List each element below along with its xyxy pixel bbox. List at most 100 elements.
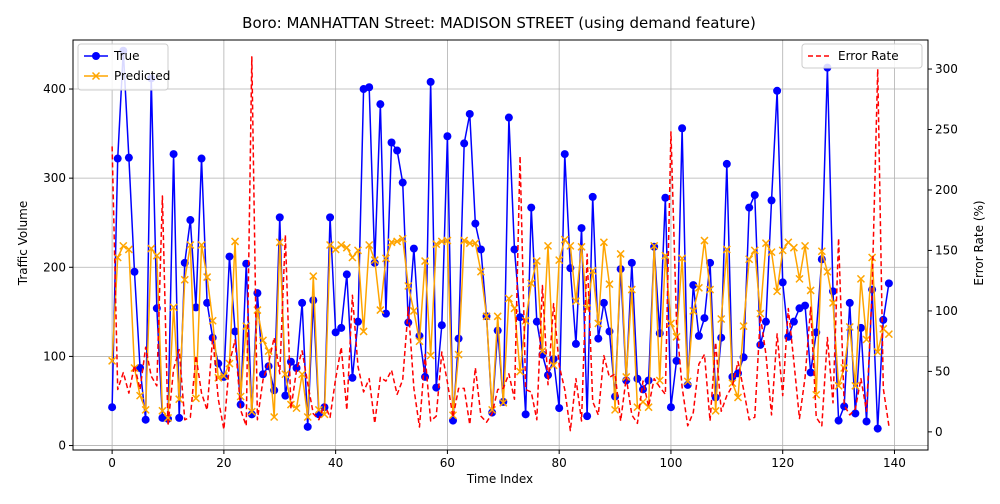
data-point-true: [493, 326, 502, 335]
y2-tick-label: 0: [935, 425, 943, 439]
data-point-predicted: [801, 241, 810, 250]
data-point-true: [694, 331, 703, 340]
data-point-predicted: [605, 280, 614, 289]
data-point-predicted: [471, 239, 480, 248]
data-point-predicted: [488, 405, 497, 414]
data-point-predicted: [136, 391, 145, 400]
data-point-predicted: [706, 285, 715, 294]
legend-label-error-rate: Error Rate: [838, 49, 899, 63]
y-tick-label: 400: [43, 82, 66, 96]
data-point-true: [678, 124, 687, 133]
series-layer: [108, 46, 893, 433]
y2-tick-label: 250: [935, 122, 958, 136]
data-point-predicted: [258, 336, 268, 345]
data-point-predicted: [795, 274, 804, 283]
data-point-predicted: [342, 243, 351, 252]
x-tick-label: 60: [440, 456, 455, 470]
data-point-true: [806, 368, 815, 377]
y-tick-label: 0: [58, 439, 66, 453]
data-point-true: [186, 216, 195, 225]
data-point-predicted: [281, 370, 290, 379]
data-point-predicted: [812, 390, 821, 399]
data-point-predicted: [163, 413, 173, 422]
data-point-predicted: [191, 394, 200, 403]
data-point-predicted: [309, 272, 318, 281]
x-tick-label: 120: [771, 456, 794, 470]
data-point-true: [465, 109, 474, 118]
data-point-true: [108, 403, 117, 412]
data-point-predicted: [432, 240, 441, 249]
y-axis-label: Traffic Volume: [16, 201, 30, 287]
data-point-predicted: [644, 403, 653, 412]
data-point-true: [247, 410, 256, 419]
data-point-predicted: [365, 240, 374, 250]
data-point-true: [124, 153, 133, 162]
data-point-true: [393, 146, 402, 155]
data-point-true: [722, 159, 731, 168]
data-point-predicted: [147, 244, 156, 253]
y-tick-label: 300: [43, 171, 66, 185]
data-point-true: [130, 267, 139, 276]
data-point-predicted: [571, 297, 580, 306]
data-point-predicted: [789, 243, 798, 252]
data-point-predicted: [404, 281, 413, 291]
y2-tick-label: 50: [935, 364, 950, 378]
series-line-predicted: [111, 238, 890, 419]
data-point-predicted: [460, 236, 469, 245]
data-point-predicted: [219, 371, 228, 381]
data-point-predicted: [421, 257, 430, 266]
x-tick-label: 80: [552, 456, 567, 470]
data-point-true: [644, 376, 653, 385]
y2-tick-label: 100: [935, 304, 958, 318]
axes-layer: 0 20 40 60 80 100 120 140 0 100 200 300 400 0 50 100 150…: [43, 39, 958, 470]
data-point-predicted: [778, 246, 787, 255]
series-line-true: [111, 49, 890, 430]
data-point-true: [700, 314, 709, 323]
data-point-true: [460, 139, 469, 148]
plot-frame: [72, 39, 929, 451]
data-point-predicted: [823, 267, 832, 276]
x-tick-label: 100: [659, 456, 682, 470]
data-point-true: [639, 385, 647, 394]
data-point-predicted: [152, 251, 161, 260]
data-point-true: [532, 317, 541, 326]
data-point-true: [851, 409, 860, 418]
data-point-predicted: [499, 398, 508, 407]
data-point-true: [627, 258, 636, 267]
data-point-predicted: [840, 363, 849, 373]
data-point-true: [449, 416, 457, 425]
data-point-predicted: [543, 241, 553, 250]
data-point-true: [326, 213, 335, 222]
data-point-predicted: [773, 287, 782, 296]
data-point-predicted: [532, 257, 541, 266]
data-point-predicted: [884, 330, 893, 339]
data-point-predicted: [566, 241, 575, 250]
data-point-predicted: [834, 381, 843, 390]
legend-right: Error Rate: [801, 43, 923, 69]
data-point-predicted: [694, 283, 703, 292]
data-point-true: [286, 357, 295, 366]
data-point-true: [761, 317, 770, 326]
y2-axis-label: Error Rate (%): [972, 200, 986, 285]
legend-label-true: True: [113, 49, 140, 63]
series-line-error-rate: [111, 56, 890, 432]
data-point-predicted: [158, 406, 167, 415]
data-point-predicted: [700, 236, 709, 245]
data-point-true: [175, 413, 184, 422]
data-point-predicted: [231, 237, 240, 246]
data-point-predicted: [108, 356, 117, 365]
data-point-predicted: [761, 239, 770, 248]
legend-left: True Predicted: [77, 43, 170, 91]
data-point-true: [197, 154, 206, 163]
data-point-predicted: [856, 274, 865, 283]
data-point-predicted: [208, 316, 217, 325]
data-point-predicted: [851, 381, 860, 390]
legend-label-predicted: Predicted: [114, 69, 170, 83]
data-point-predicted: [594, 319, 603, 328]
data-point-true: [521, 410, 530, 419]
data-point-predicted: [527, 279, 536, 288]
data-point-true: [309, 296, 318, 305]
data-point-true: [365, 83, 374, 92]
data-point-true: [454, 334, 463, 343]
data-point-true: [398, 178, 407, 187]
